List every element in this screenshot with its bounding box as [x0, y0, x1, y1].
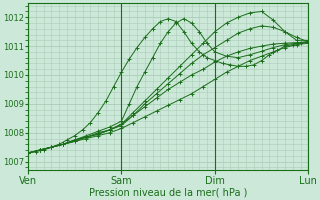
X-axis label: Pression niveau de la mer( hPa ): Pression niveau de la mer( hPa ) — [89, 187, 247, 197]
